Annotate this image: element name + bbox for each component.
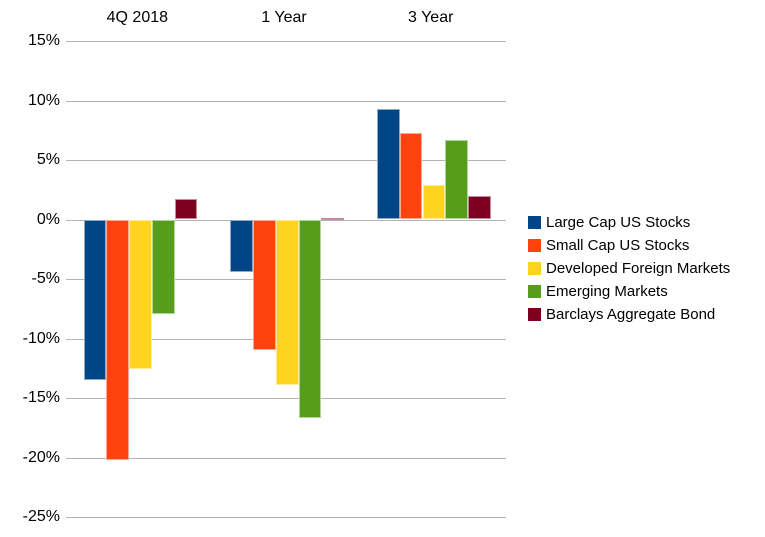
legend-item-barclays-aggregate-bond: Barclays Aggregate Bond [528,307,730,322]
gridline [66,458,506,459]
y-tick-label: -25% [22,508,60,525]
bar-small-cap-us-stocks-4q-2018 [106,219,130,460]
legend-label: Barclays Aggregate Bond [546,306,716,323]
y-tick-label: -20% [22,449,60,466]
y-tick-label: -5% [31,270,60,287]
category-label-1-year: 1 Year [261,9,307,26]
legend-item-large-cap-us-stocks: Large Cap US Stocks [528,215,730,230]
bar-emerging-markets-4q-2018 [151,219,175,314]
bar-large-cap-us-stocks-4q-2018 [83,219,107,381]
legend-item-small-cap-us-stocks: Small Cap US Stocks [528,238,730,253]
legend-swatch-icon [528,262,541,275]
bar-developed-foreign-markets-3-year [422,184,446,220]
legend-label: Developed Foreign Markets [546,260,731,277]
category-label-3-year: 3 Year [408,9,454,26]
bar-large-cap-us-stocks-1-year [230,219,253,272]
bar-barclays-aggregate-bond-3-year [468,195,491,220]
y-tick-label: -10% [22,330,60,347]
bar-large-cap-us-stocks-3-year [376,108,400,220]
legend: Large Cap US Stocks Small Cap US Stocks De… [528,215,730,330]
y-tick-label: 0% [36,211,60,228]
y-tick-label: 15% [27,32,60,49]
gridline [66,160,506,161]
legend-swatch-icon [528,285,541,298]
bar-developed-foreign-markets-4q-2018 [129,219,152,370]
bar-emerging-markets-1-year [298,219,322,419]
gridline [66,41,506,42]
bar-barclays-aggregate-bond-4q-2018 [174,199,198,220]
bar-barclays-aggregate-bond-1-year [321,218,345,220]
gridline [66,101,506,102]
legend-label: Small Cap US Stocks [546,237,690,254]
category-label-4q-2018: 4Q 2018 [106,9,169,26]
y-tick-label: 10% [27,92,60,109]
bar-emerging-markets-3-year [445,139,469,220]
gridline [66,398,506,399]
legend-item-developed-foreign-markets: Developed Foreign Markets [528,261,730,276]
legend-swatch-icon [528,216,541,229]
legend-item-emerging-markets: Emerging Markets [528,284,730,299]
legend-swatch-icon [528,239,541,252]
bar-developed-foreign-markets-1-year [275,219,299,385]
legend-label: Large Cap US Stocks [546,214,691,231]
bar-small-cap-us-stocks-3-year [399,132,423,220]
legend-label: Emerging Markets [546,283,668,300]
y-tick-label: -15% [22,389,60,406]
bar-small-cap-us-stocks-1-year [253,219,276,351]
y-tick-label: 5% [36,151,60,168]
gridline [66,517,506,518]
legend-swatch-icon [528,308,541,321]
